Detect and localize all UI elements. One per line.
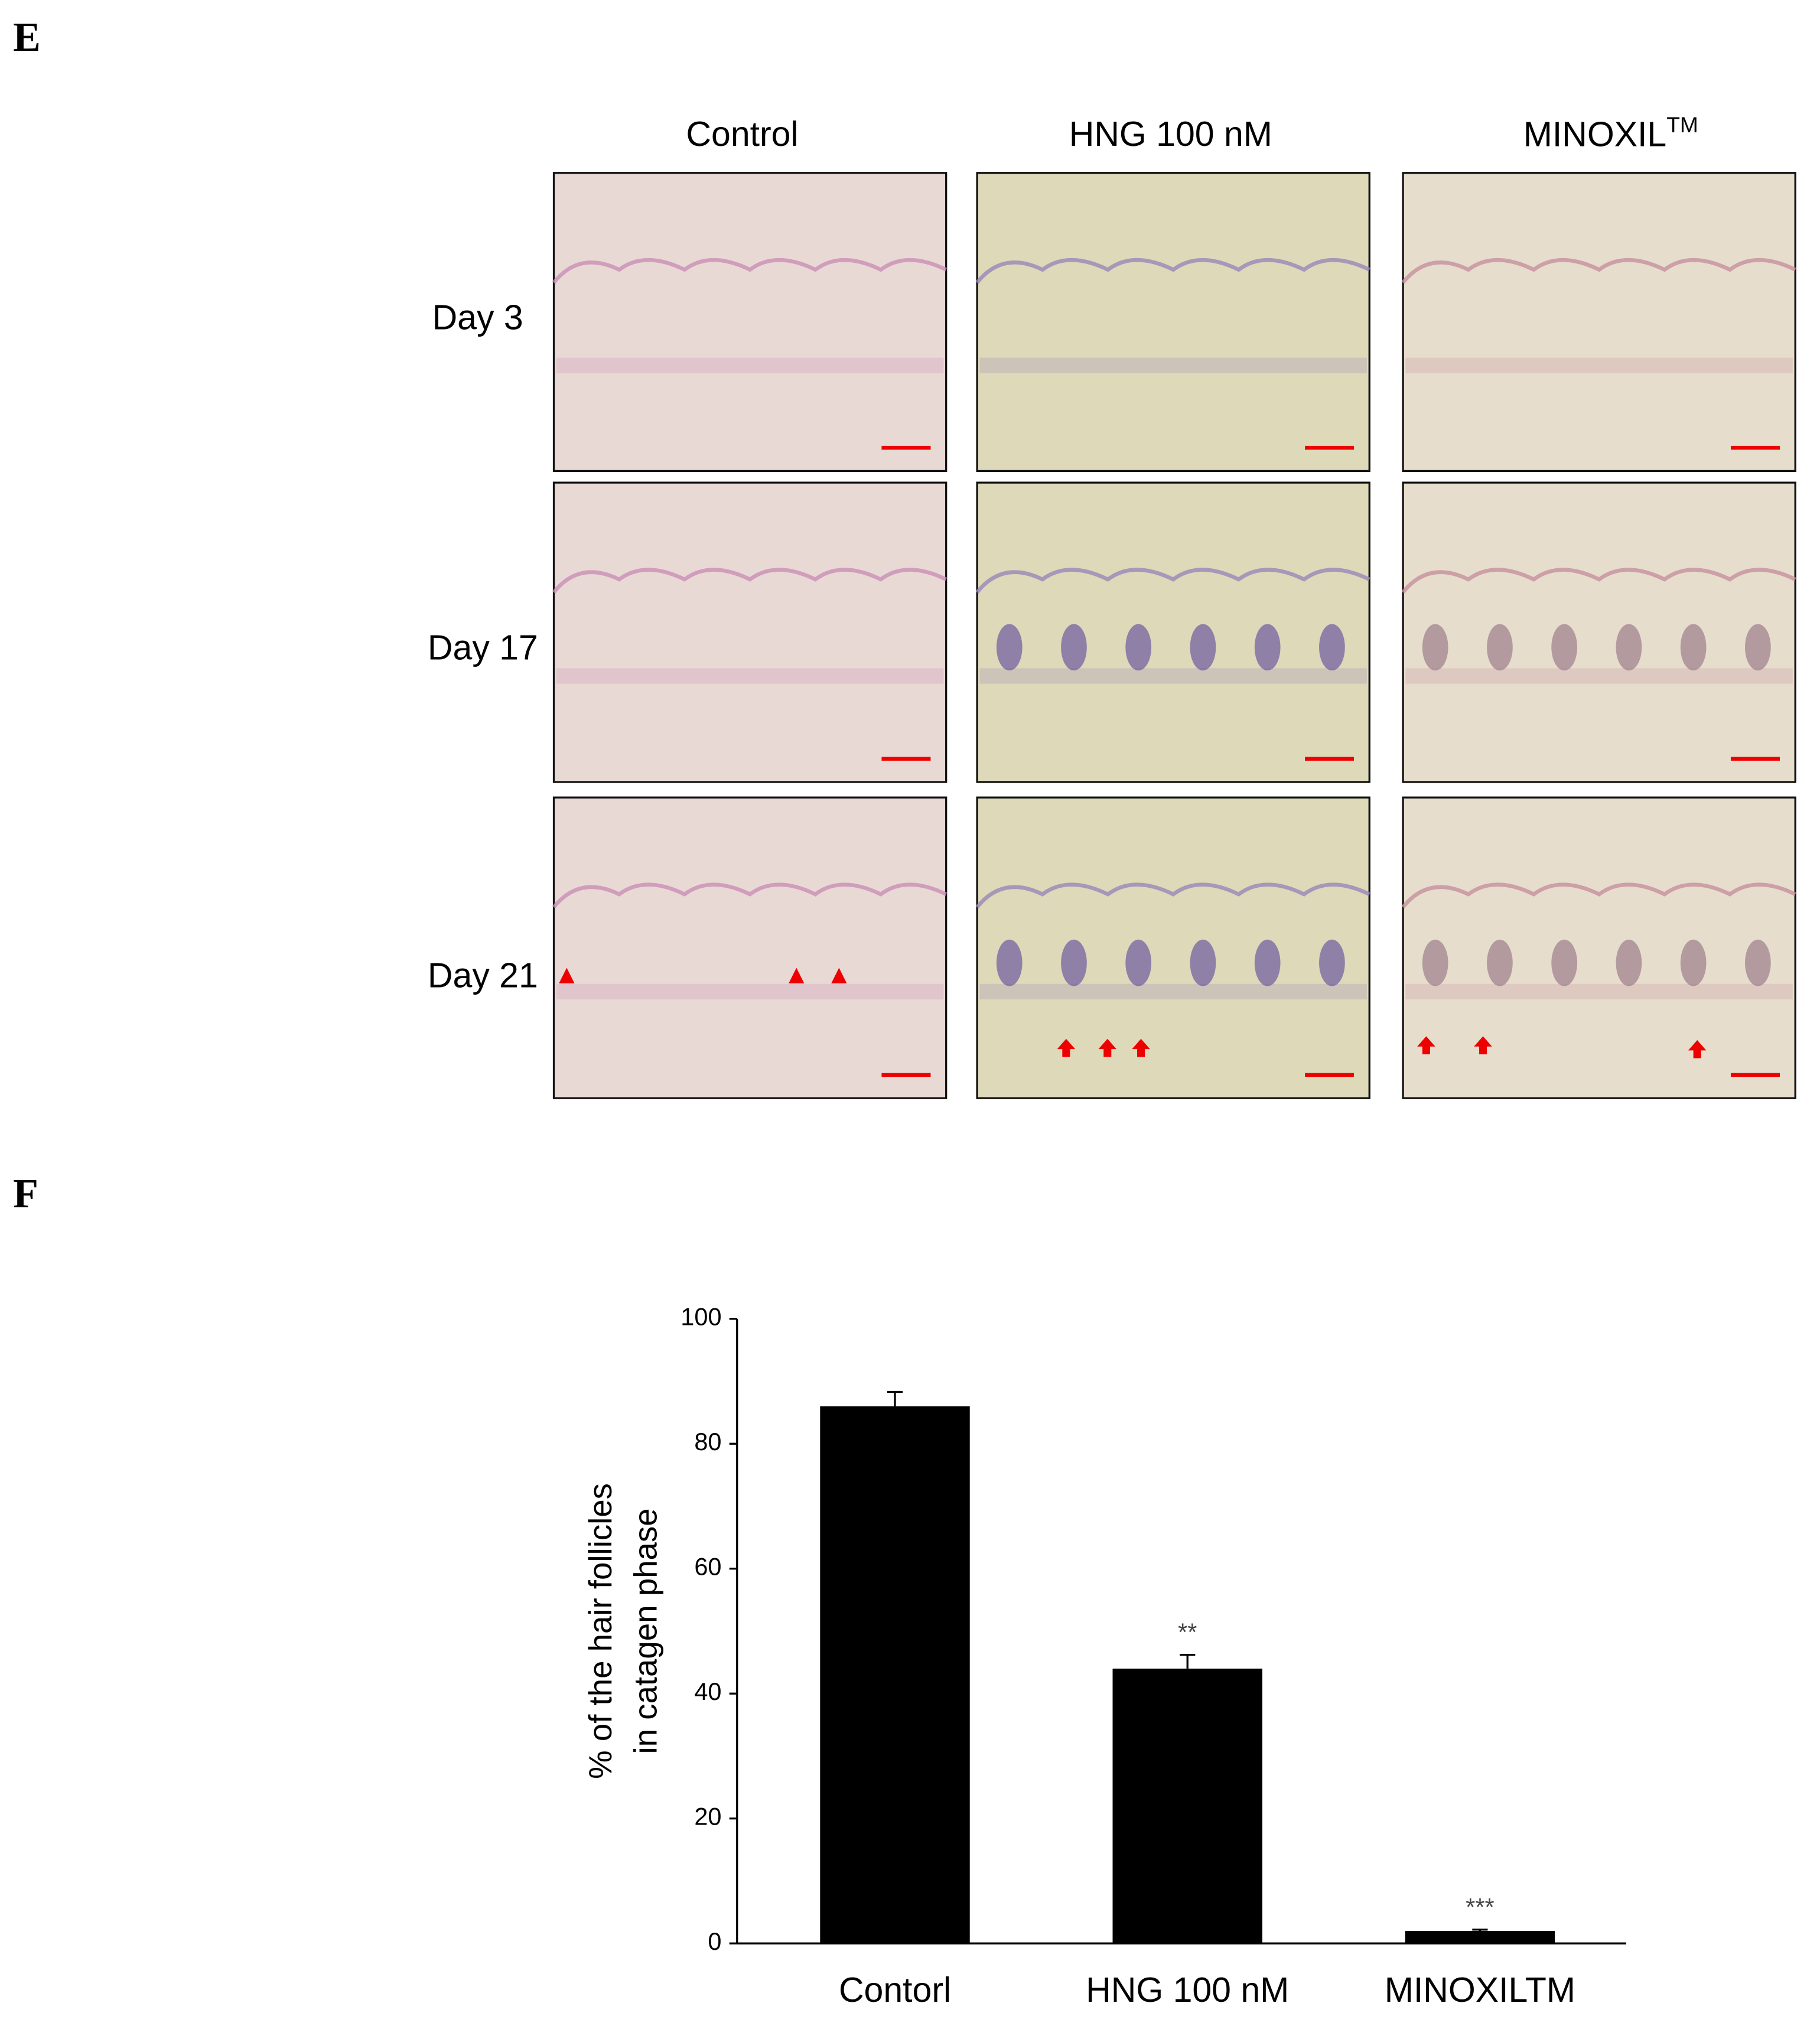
follicle bbox=[1680, 624, 1707, 671]
significance: *** bbox=[1466, 1893, 1494, 1921]
column-header-main: MINOXIL bbox=[1523, 115, 1666, 154]
muscle-band bbox=[556, 983, 944, 999]
epidermis bbox=[552, 882, 948, 908]
arrow bbox=[1057, 1038, 1076, 1057]
follicle bbox=[1487, 624, 1513, 671]
micrograph bbox=[552, 172, 948, 473]
x-tick-label: Contorl bbox=[839, 1971, 951, 2009]
follicle bbox=[1680, 939, 1707, 986]
follicle bbox=[1422, 624, 1448, 671]
muscle-band bbox=[1405, 983, 1793, 999]
follicle bbox=[1745, 939, 1771, 986]
follicle bbox=[1061, 624, 1087, 671]
muscle-band bbox=[979, 357, 1367, 373]
epidermis bbox=[975, 882, 1370, 908]
arrowhead bbox=[831, 968, 847, 983]
arrowhead bbox=[559, 968, 575, 983]
error-bar bbox=[887, 1390, 903, 1406]
micrograph bbox=[552, 796, 948, 1099]
micrograph bbox=[1402, 481, 1796, 783]
y-axis-label: in catagen phase bbox=[627, 1508, 663, 1754]
y-tick-label: 20 bbox=[694, 1803, 721, 1830]
row-label: Day 3 bbox=[432, 298, 523, 337]
follicle bbox=[1254, 939, 1281, 986]
column-header-sup: TM bbox=[1666, 112, 1698, 137]
column-header: HNG 100 nM bbox=[1069, 115, 1272, 154]
micrograph bbox=[1402, 172, 1796, 473]
panel-label: F bbox=[13, 1171, 38, 1216]
arrow bbox=[1132, 1038, 1150, 1057]
follicle bbox=[1487, 939, 1513, 986]
follicle bbox=[1190, 624, 1216, 671]
muscle-band bbox=[556, 668, 944, 684]
follicle bbox=[996, 624, 1023, 671]
follicle bbox=[996, 939, 1023, 986]
epidermis bbox=[1401, 882, 1796, 908]
x-tick-label: HNG 100 nM bbox=[1086, 1971, 1289, 2009]
follicle bbox=[1319, 624, 1345, 671]
follicle bbox=[1061, 939, 1087, 986]
arrow bbox=[1474, 1036, 1492, 1054]
arrow bbox=[1688, 1040, 1707, 1058]
muscle-band bbox=[979, 983, 1367, 999]
micrograph bbox=[976, 481, 1370, 783]
arrowhead bbox=[789, 968, 805, 983]
error-bar bbox=[1180, 1654, 1196, 1669]
significance: ** bbox=[1178, 1618, 1197, 1646]
follicle bbox=[1551, 939, 1577, 986]
arrow bbox=[1417, 1036, 1435, 1054]
follicle bbox=[1616, 939, 1642, 986]
follicle bbox=[1551, 624, 1577, 671]
error-bar bbox=[1472, 1929, 1488, 1931]
muscle-band bbox=[979, 668, 1367, 684]
column-header: Control bbox=[686, 115, 798, 154]
epidermis bbox=[975, 568, 1370, 594]
micrograph bbox=[552, 481, 948, 783]
follicle bbox=[1190, 939, 1216, 986]
epidermis bbox=[552, 568, 948, 594]
y-tick-label: 60 bbox=[694, 1553, 721, 1581]
follicle bbox=[1422, 939, 1448, 986]
row-label: Day 17 bbox=[428, 629, 538, 667]
muscle-band bbox=[556, 357, 944, 373]
follicle bbox=[1745, 624, 1771, 671]
muscle-band bbox=[1405, 357, 1793, 373]
column-header: MINOXILTM bbox=[1523, 112, 1698, 154]
epidermis bbox=[1401, 568, 1796, 594]
y-axis-label: % of the hair follicles bbox=[582, 1483, 618, 1779]
follicle bbox=[1616, 624, 1642, 671]
follicle bbox=[1125, 624, 1152, 671]
bar bbox=[1405, 1931, 1555, 1944]
x-tick-label: MINOXILTM bbox=[1385, 1971, 1575, 2009]
y-tick-label: 0 bbox=[708, 1927, 721, 1955]
epidermis bbox=[552, 258, 948, 284]
panel-label: E bbox=[13, 15, 41, 60]
bar bbox=[820, 1406, 970, 1944]
micrograph bbox=[1402, 796, 1796, 1099]
epidermis bbox=[975, 258, 1370, 284]
micrograph bbox=[976, 172, 1370, 473]
y-tick-label: 100 bbox=[681, 1303, 721, 1331]
row-label: Day 21 bbox=[428, 957, 538, 995]
epidermis bbox=[1401, 258, 1796, 284]
micrograph bbox=[976, 796, 1370, 1099]
bar bbox=[1112, 1668, 1262, 1944]
follicle bbox=[1125, 939, 1152, 986]
follicle bbox=[1319, 939, 1345, 986]
arrow bbox=[1098, 1038, 1117, 1057]
y-tick-label: 80 bbox=[694, 1428, 721, 1455]
muscle-band bbox=[1405, 668, 1793, 684]
y-tick-label: 40 bbox=[694, 1678, 721, 1705]
follicle bbox=[1254, 624, 1281, 671]
